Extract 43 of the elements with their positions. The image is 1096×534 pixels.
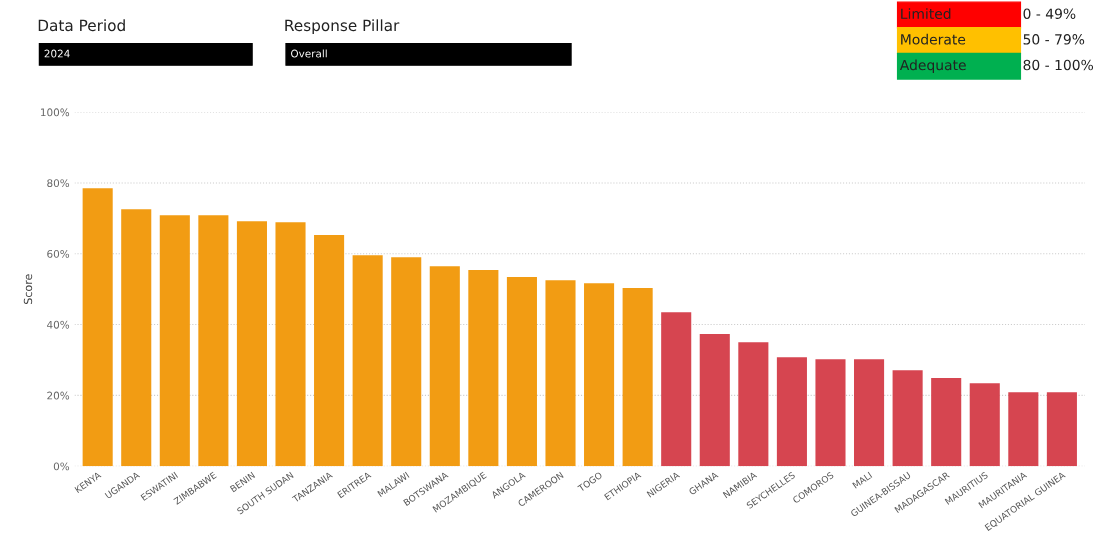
y-tick-label: 100% [41,108,70,117]
bar [969,383,1000,467]
bar [738,342,769,467]
text: Limited [901,8,951,19]
bar [391,257,422,467]
bar [622,288,653,467]
y-tick-label: 0% [53,462,70,471]
bar [661,312,692,467]
bar [584,283,615,467]
text: Response Pillar [285,19,400,35]
y-tick-label: 80% [47,179,70,188]
bar [236,221,267,467]
text: 80 - 100% [1023,59,1094,71]
bar [275,222,306,467]
text: Data Period [38,19,125,32]
y-axis-title: Score [23,274,33,304]
text: 2024 [44,49,70,58]
bar [429,266,460,467]
bar [198,215,229,467]
bar [545,280,576,467]
text: Adequate [899,59,966,73]
y-tick-label: 60% [47,249,70,258]
bar [468,270,499,467]
text: 50 - 79% [1023,34,1085,45]
y-tick-label: 40% [47,320,70,329]
bar [776,357,807,467]
bar [892,370,923,467]
bar [352,255,383,467]
text: Moderate [901,33,966,45]
text: 0 - 49% [1023,8,1076,19]
bar [931,378,962,467]
bar [506,277,537,467]
bar [121,209,152,467]
bar [1008,392,1039,467]
bar [82,188,113,467]
bar [854,359,885,467]
y-tick-label: 20% [47,391,70,400]
bar [159,215,190,467]
bar [815,359,846,467]
bar [699,334,730,467]
bar [1046,392,1077,467]
text: Overall [291,49,327,58]
bar [314,234,345,467]
